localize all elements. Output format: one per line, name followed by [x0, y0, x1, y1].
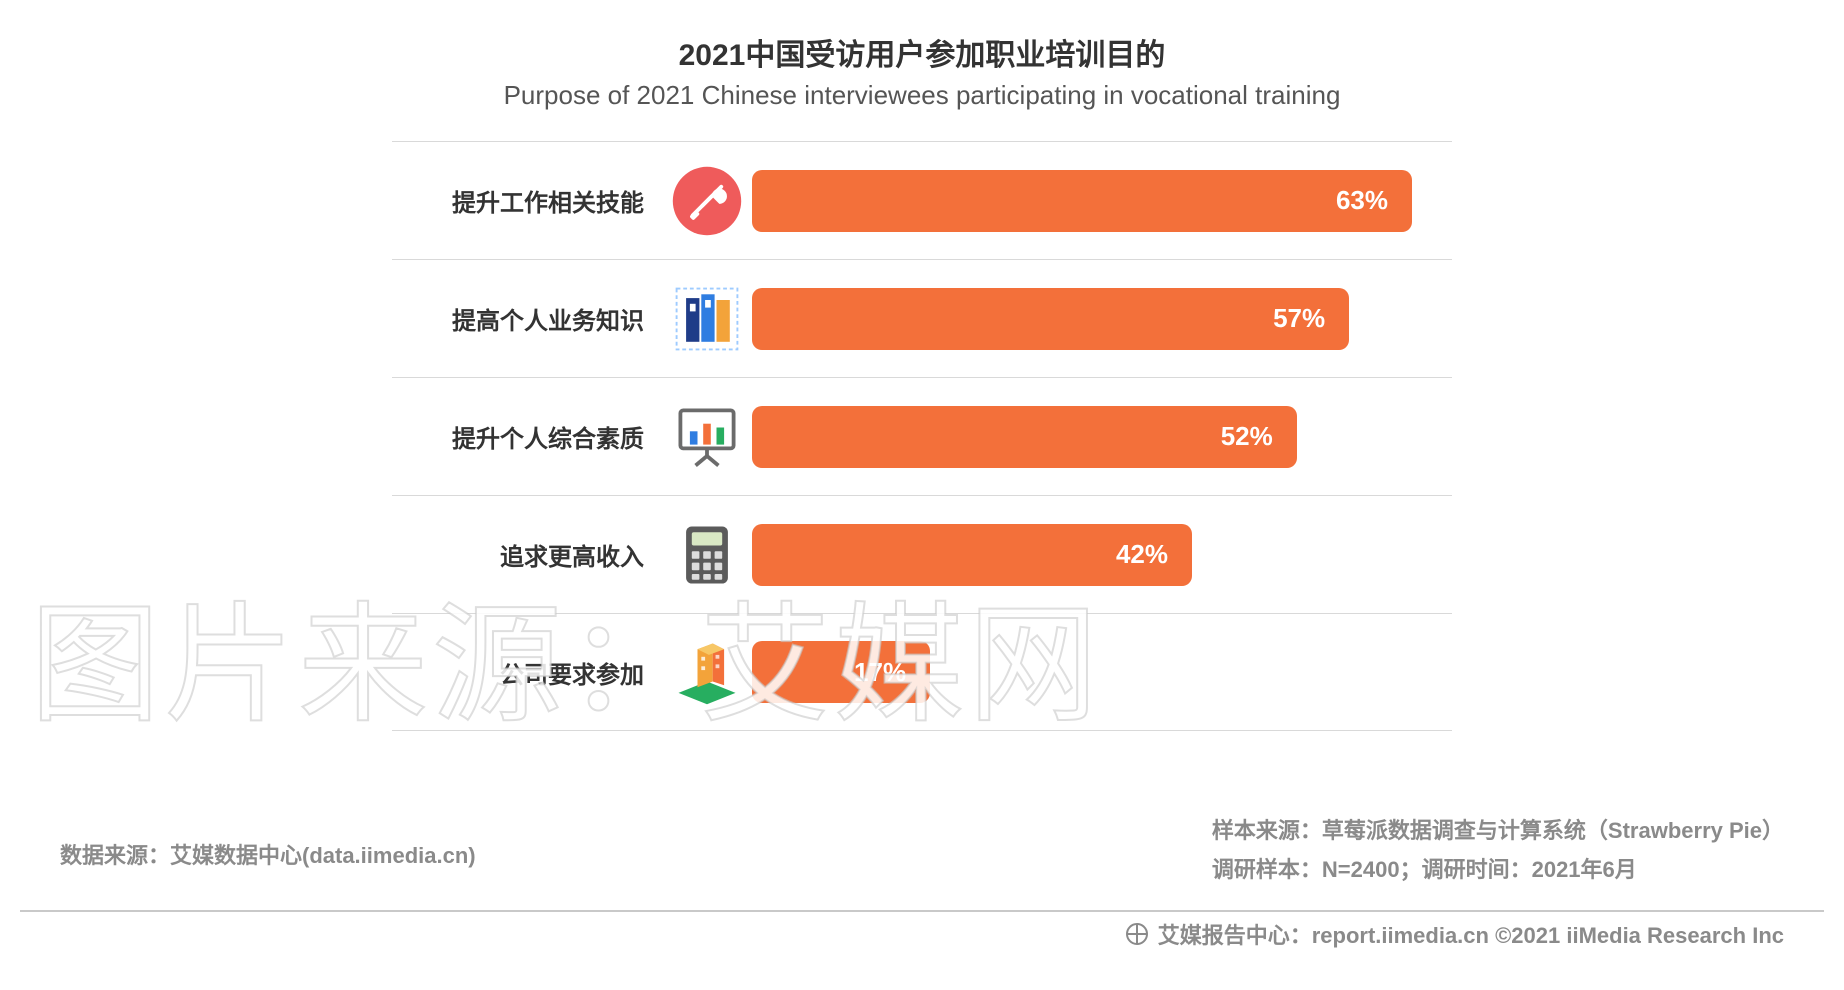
globe-icon [1126, 923, 1148, 945]
bar: 52% [752, 406, 1297, 468]
chart-titles: 2021中国受访用户参加职业培训目的 Purpose of 2021 Chine… [0, 30, 1844, 111]
board-icon [662, 399, 752, 475]
row-label: 提升个人综合素质 [392, 419, 662, 454]
bar-value: 17% [854, 657, 906, 688]
footer-divider [20, 910, 1824, 912]
copyright-text: 艾媒报告中心：report.iimedia.cn ©2021 iiMedia R… [1158, 918, 1784, 950]
row-label: 追求更高收入 [392, 537, 662, 572]
bar-cell: 17% [752, 641, 1452, 703]
chart-container: 2021中国受访用户参加职业培训目的 Purpose of 2021 Chine… [0, 0, 1844, 731]
bar-value: 52% [1221, 421, 1273, 452]
data-source-left: 数据来源：艾媒数据中心(data.iimedia.cn) [60, 838, 476, 870]
calculator-icon [662, 517, 752, 593]
bar: 17% [752, 641, 930, 703]
title-chinese: 2021中国受访用户参加职业培训目的 [0, 30, 1844, 74]
bar-value: 42% [1116, 539, 1168, 570]
bar-cell: 63% [752, 170, 1452, 232]
table-row: 追求更高收入 42% [392, 495, 1452, 613]
sample-info: 调研样本：N=2400；调研时间：2021年6月 [1212, 850, 1784, 890]
table-row: 公司要求参加 17% [392, 613, 1452, 731]
row-label: 提高个人业务知识 [392, 301, 662, 336]
bar: 57% [752, 288, 1349, 350]
table-row: 提高个人业务知识 57% [392, 259, 1452, 377]
bar-value: 57% [1273, 303, 1325, 334]
bar-cell: 57% [752, 288, 1452, 350]
bar-rows: 提升工作相关技能 63%提高个人业务知识 57%提升个人综合素质 52%追求更高 [392, 141, 1452, 731]
books-icon [662, 281, 752, 357]
table-row: 提升个人综合素质 52% [392, 377, 1452, 495]
sample-source: 样本来源：草莓派数据调查与计算系统（Strawberry Pie） [1212, 811, 1784, 851]
building-icon [662, 634, 752, 710]
tools-icon [662, 163, 752, 239]
row-label: 提升工作相关技能 [392, 183, 662, 218]
data-source-right: 样本来源：草莓派数据调查与计算系统（Strawberry Pie） 调研样本：N… [1212, 811, 1784, 890]
row-label: 公司要求参加 [392, 655, 662, 690]
bar-cell: 52% [752, 406, 1452, 468]
table-row: 提升工作相关技能 63% [392, 141, 1452, 259]
bar: 42% [752, 524, 1192, 586]
bar-cell: 42% [752, 524, 1452, 586]
bar: 63% [752, 170, 1412, 232]
bar-value: 63% [1336, 185, 1388, 216]
copyright-line: 艾媒报告中心：report.iimedia.cn ©2021 iiMedia R… [1126, 918, 1784, 950]
title-english: Purpose of 2021 Chinese interviewees par… [0, 80, 1844, 111]
